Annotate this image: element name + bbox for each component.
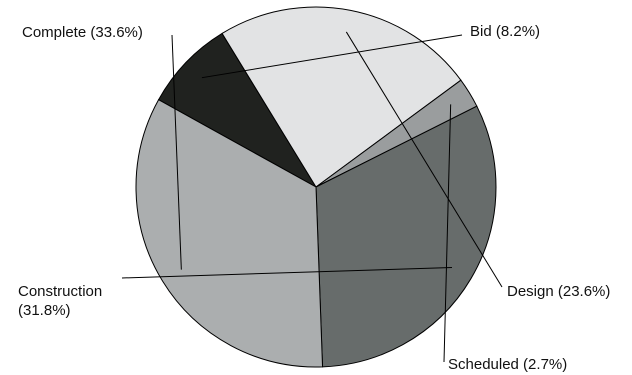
- leader-line-bid: [201, 34, 463, 79]
- label-complete: Complete (33.6%): [22, 24, 143, 41]
- slice-labels: Bid (8.2%) Design (23.6%) Scheduled (2.7…: [18, 23, 610, 373]
- label-bid: Bid (8.2%): [470, 23, 540, 40]
- slice-bid: [157, 32, 318, 189]
- label-scheduled: Scheduled (2.7%): [448, 356, 567, 373]
- slice-design: [221, 6, 462, 188]
- label-construction-line2: (31.8%): [18, 302, 71, 319]
- label-construction-line1: Construction: [18, 283, 102, 300]
- label-design: Design (23.6%): [507, 283, 610, 300]
- leader-lines: [121, 31, 503, 363]
- slice-construction: [315, 105, 497, 368]
- leader-line-design: [345, 31, 503, 288]
- leader-line-scheduled: [443, 104, 452, 363]
- leader-line-complete: [171, 34, 182, 270]
- leader-line-construction: [121, 266, 452, 279]
- pie-slices: [135, 6, 497, 368]
- slice-complete: [135, 99, 324, 368]
